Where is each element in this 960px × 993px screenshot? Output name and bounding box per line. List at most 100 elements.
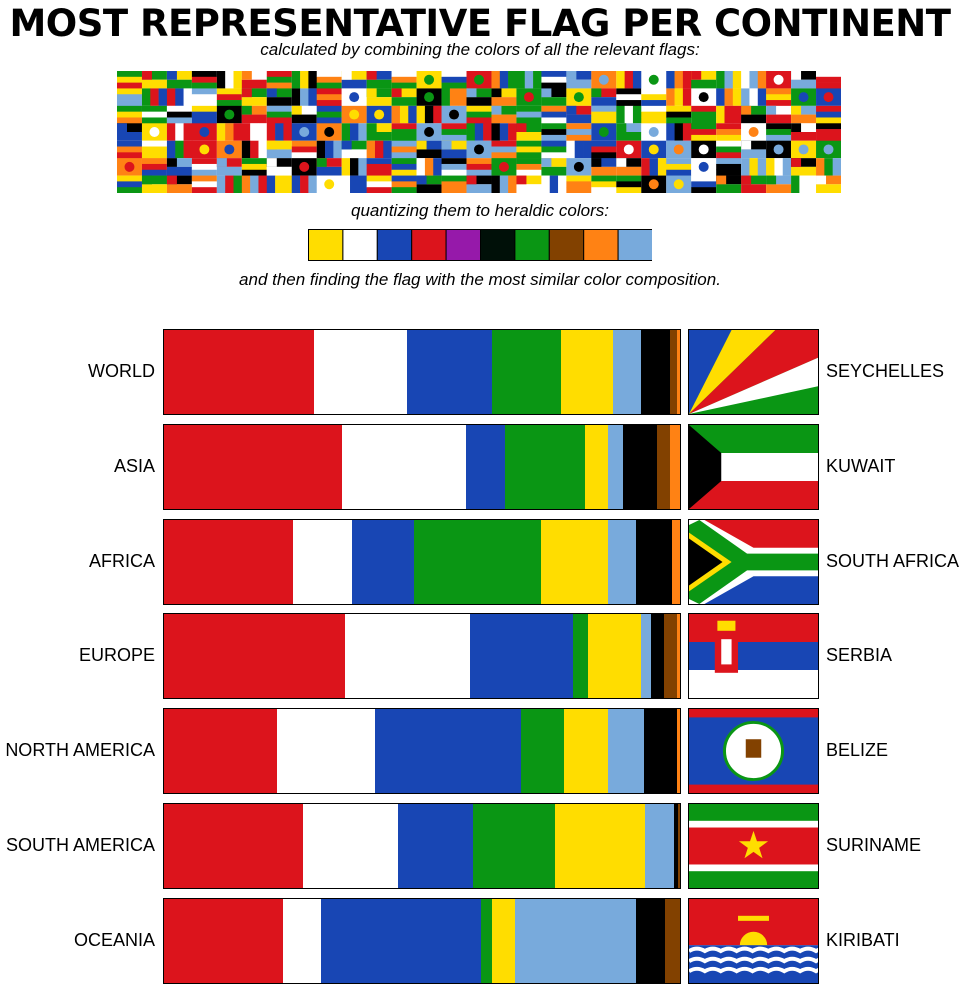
mosaic-flag xyxy=(541,88,567,106)
mosaic-flag xyxy=(816,158,841,176)
mosaic-flag xyxy=(616,123,642,141)
bar-segment-green xyxy=(491,330,562,414)
mosaic-flag xyxy=(391,175,417,193)
bar-segment-yellow xyxy=(588,614,642,699)
bar-segment-white xyxy=(344,614,471,699)
bar-segment-green xyxy=(572,614,589,699)
stacked-bar xyxy=(163,803,681,889)
mosaic-flag xyxy=(166,175,192,193)
mosaic-flag xyxy=(416,123,442,141)
bar-segment-brown xyxy=(656,424,671,509)
palette-swatch xyxy=(548,229,585,261)
stacked-bar xyxy=(163,897,681,984)
mosaic-flag xyxy=(441,123,467,142)
mosaic-flag xyxy=(691,175,717,193)
bar-segment-red xyxy=(164,330,315,414)
bar-segment-brown xyxy=(664,614,678,699)
continent-label: ASIA xyxy=(113,455,155,476)
bar-segment-red xyxy=(164,614,346,699)
flag-belize xyxy=(688,708,819,795)
caption-step-1: calculated by combining the colors of al… xyxy=(260,40,700,59)
mosaic-flag xyxy=(516,158,542,176)
mosaic-flag xyxy=(166,71,192,89)
mosaic-flag xyxy=(516,71,542,89)
mosaic-flag xyxy=(641,88,667,107)
bar-segment-green xyxy=(414,519,542,604)
mosaic-flag xyxy=(491,105,517,124)
mosaic-flag xyxy=(466,123,492,141)
mosaic-flag xyxy=(741,88,767,106)
mosaic-flag xyxy=(117,71,142,89)
mosaic-flag xyxy=(391,71,417,89)
continent-label: AFRICA xyxy=(88,550,155,571)
mosaic-flag xyxy=(691,158,717,176)
mosaic-flag xyxy=(216,105,242,124)
palette-swatch xyxy=(583,229,619,261)
mosaic-flag xyxy=(641,123,667,141)
mosaic-flag xyxy=(416,71,442,89)
flag-seychelles xyxy=(688,329,819,415)
mosaic-flag xyxy=(216,158,242,176)
mosaic-flag xyxy=(117,88,142,107)
mosaic-flag xyxy=(666,88,692,106)
mosaic-flag xyxy=(616,158,642,176)
bar-segment-yellow xyxy=(561,330,614,414)
mosaic-flag xyxy=(316,123,342,141)
bar-segment-green xyxy=(504,424,586,509)
mosaic-flag xyxy=(316,140,342,159)
mosaic-flag xyxy=(566,105,592,124)
mosaic-flag xyxy=(691,123,717,142)
mosaic-flag xyxy=(516,140,542,159)
mosaic-flag xyxy=(241,175,268,193)
mosaic-flag xyxy=(641,105,667,124)
mosaic-flag xyxy=(166,158,192,176)
bar-segment-black xyxy=(641,330,671,414)
mosaic-flag xyxy=(716,88,742,106)
mosaic-flag xyxy=(216,123,243,141)
mosaic-flag xyxy=(566,175,592,193)
mosaic-flag xyxy=(666,71,692,89)
mosaic-flag xyxy=(466,140,492,159)
mosaic-flag xyxy=(441,105,467,124)
mosaic-flag xyxy=(416,140,442,159)
mosaic-flag xyxy=(366,175,392,193)
flag-label: SURINAME xyxy=(826,835,922,855)
bar-segment-orange xyxy=(677,614,680,699)
mosaic-flag xyxy=(791,88,817,106)
mosaic-flag xyxy=(691,71,717,89)
mosaic-flag xyxy=(241,140,268,159)
mosaic-flag xyxy=(741,140,767,159)
mosaic-flag xyxy=(491,71,517,89)
mosaic-flag xyxy=(391,140,417,159)
mosaic-flag xyxy=(166,123,193,141)
mosaic-flag xyxy=(117,140,142,159)
mosaic-flag xyxy=(816,105,841,124)
continent-label: SOUTH AMERICA xyxy=(5,835,155,855)
mosaic-flag xyxy=(166,105,192,124)
mosaic-flag xyxy=(816,140,841,159)
bar-segment-black xyxy=(644,709,678,794)
mosaic-flag xyxy=(266,71,292,89)
mosaic-flag xyxy=(366,105,392,124)
mosaic-flag xyxy=(291,105,317,124)
mosaic-flag xyxy=(441,71,467,89)
bar-segment-light-blue xyxy=(612,330,642,414)
mosaic-flag xyxy=(391,123,417,142)
mosaic-flag xyxy=(491,88,517,106)
bar-segment-light-blue xyxy=(607,519,637,604)
mosaic-flag xyxy=(466,71,492,89)
mosaic-flag xyxy=(541,123,567,142)
flag-label: SOUTH AFRICA xyxy=(826,550,960,571)
mosaic-flag xyxy=(766,71,792,89)
mosaic-flag xyxy=(591,175,617,193)
mosaic-flag xyxy=(716,158,742,176)
mosaic-flag xyxy=(441,175,467,193)
mosaic-flag xyxy=(566,123,592,142)
mosaic-flag xyxy=(491,175,517,193)
mosaic-flag xyxy=(616,140,642,159)
bar-segment-orange xyxy=(669,424,680,509)
mosaic-flag xyxy=(716,123,742,142)
bar-segment-red xyxy=(164,804,304,888)
continent-label: WORLD xyxy=(88,361,155,381)
mosaic-flag xyxy=(191,88,217,107)
